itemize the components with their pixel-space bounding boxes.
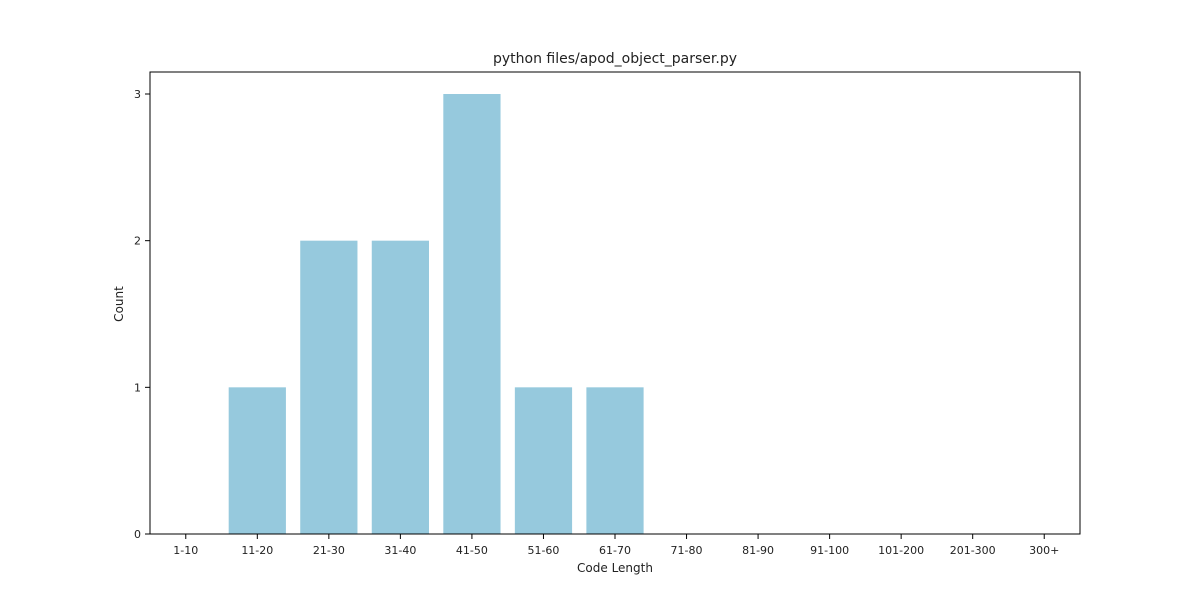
x-tick-label: 31-40 xyxy=(384,544,416,557)
x-tick-label: 41-50 xyxy=(456,544,488,557)
x-tick-label: 1-10 xyxy=(173,544,198,557)
x-tick-label: 71-80 xyxy=(671,544,703,557)
y-axis: 0 1 2 3 xyxy=(134,88,150,541)
x-tick-label: 61-70 xyxy=(599,544,631,557)
y-tick-label: 0 xyxy=(134,528,141,541)
x-tick-label: 300+ xyxy=(1029,544,1059,557)
bar-51-60 xyxy=(514,387,573,534)
x-tick-label: 201-300 xyxy=(950,544,996,557)
x-tick-label: 21-30 xyxy=(313,544,345,557)
x-axis: 1-10 11-20 21-30 31-40 41-50 51-60 61-70 71-80 8… xyxy=(173,534,1059,557)
x-tick-label: 81-90 xyxy=(742,544,774,557)
bar-61-70 xyxy=(586,387,644,534)
bar-11-20 xyxy=(228,387,286,534)
y-axis-label: Count xyxy=(112,286,126,322)
y-tick-label: 3 xyxy=(134,88,141,101)
x-tick-label: 51-60 xyxy=(527,544,559,557)
bars-group xyxy=(228,94,644,535)
bar-41-50 xyxy=(443,94,501,534)
bar-21-30 xyxy=(300,240,358,535)
y-tick-label: 2 xyxy=(134,235,141,248)
chart-title: python files/apod_object_parser.py xyxy=(493,51,737,67)
x-axis-label: Code Length xyxy=(577,561,653,575)
x-tick-label: 91-100 xyxy=(810,544,849,557)
x-tick-label: 101-200 xyxy=(878,544,924,557)
x-tick-label: 11-20 xyxy=(241,544,273,557)
y-tick-label: 1 xyxy=(134,381,141,394)
bar-31-40 xyxy=(371,240,429,535)
